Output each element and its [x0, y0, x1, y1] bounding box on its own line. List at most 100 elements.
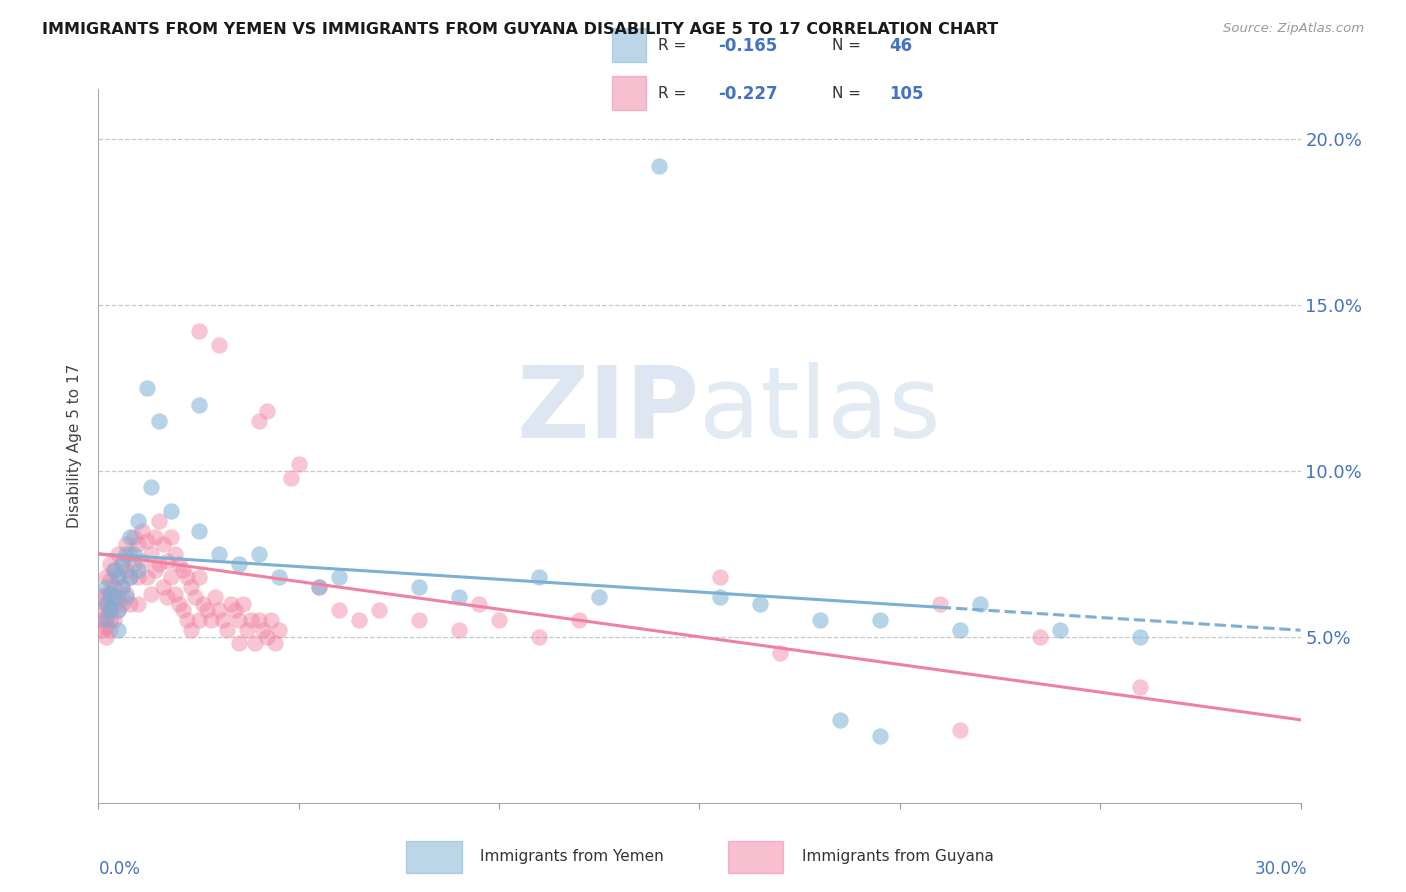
Text: 0.0%: 0.0% — [98, 860, 141, 878]
Point — [280, 470, 302, 484]
Text: Immigrants from Yemen: Immigrants from Yemen — [481, 849, 664, 863]
Point — [148, 557, 170, 571]
Point — [159, 570, 181, 584]
Point — [176, 613, 198, 627]
Point — [115, 537, 138, 551]
Point — [1029, 630, 1052, 644]
Point — [247, 613, 270, 627]
Point — [103, 580, 125, 594]
Point — [131, 553, 153, 567]
Y-axis label: Disability Age 5 to 17: Disability Age 5 to 17 — [67, 364, 83, 528]
Point — [447, 624, 470, 638]
Point — [247, 414, 270, 428]
Point — [107, 570, 129, 584]
Point — [368, 603, 391, 617]
Point — [107, 624, 129, 638]
Point — [180, 580, 202, 594]
Point — [748, 597, 770, 611]
Point — [929, 597, 952, 611]
Point — [408, 613, 430, 627]
Point — [139, 547, 162, 561]
Point — [224, 603, 246, 617]
FancyBboxPatch shape — [612, 77, 647, 110]
Point — [263, 636, 285, 650]
Point — [328, 570, 350, 584]
Point — [135, 570, 157, 584]
Text: 105: 105 — [889, 85, 924, 103]
Point — [648, 159, 671, 173]
Point — [228, 636, 250, 650]
Point — [208, 547, 231, 561]
Point — [120, 570, 142, 584]
Point — [120, 530, 142, 544]
Point — [111, 580, 134, 594]
Point — [167, 597, 190, 611]
Point — [111, 580, 134, 594]
Point — [163, 587, 186, 601]
Point — [1049, 624, 1071, 638]
Point — [96, 610, 118, 624]
Point — [195, 603, 218, 617]
Point — [96, 630, 118, 644]
Point — [115, 587, 138, 601]
Point — [267, 624, 290, 638]
Point — [235, 624, 257, 638]
Text: N =: N = — [832, 87, 866, 102]
Point — [187, 397, 209, 411]
Point — [488, 613, 510, 627]
Point — [135, 381, 157, 395]
Point — [107, 547, 129, 561]
Point — [128, 597, 150, 611]
Point — [103, 613, 125, 627]
Point — [219, 597, 242, 611]
Point — [187, 613, 209, 627]
Point — [115, 547, 138, 561]
Point — [103, 590, 125, 604]
Point — [128, 514, 150, 528]
Point — [100, 603, 122, 617]
Point — [139, 481, 162, 495]
Point — [267, 570, 290, 584]
Point — [96, 597, 118, 611]
Point — [124, 547, 146, 561]
Text: Immigrants from Guyana: Immigrants from Guyana — [801, 849, 994, 863]
Point — [91, 603, 114, 617]
Point — [239, 613, 262, 627]
Point — [588, 590, 610, 604]
Text: 46: 46 — [889, 37, 912, 54]
Text: atlas: atlas — [700, 362, 941, 458]
Point — [100, 587, 122, 601]
Point — [256, 404, 278, 418]
Point — [143, 564, 166, 578]
Point — [148, 514, 170, 528]
Point — [148, 414, 170, 428]
Point — [96, 597, 118, 611]
Point — [204, 590, 226, 604]
Point — [96, 580, 118, 594]
Text: N =: N = — [832, 38, 866, 53]
Point — [100, 624, 122, 638]
Point — [111, 557, 134, 571]
Point — [191, 597, 214, 611]
Point — [96, 620, 118, 634]
Point — [529, 630, 551, 644]
Point — [247, 547, 270, 561]
Point — [159, 530, 181, 544]
Point — [180, 624, 202, 638]
Point — [1129, 680, 1152, 694]
Point — [100, 587, 122, 601]
Point — [200, 613, 222, 627]
Point — [949, 624, 972, 638]
Point — [159, 504, 181, 518]
Point — [468, 597, 491, 611]
Point — [103, 564, 125, 578]
Point — [131, 524, 153, 538]
Point — [111, 557, 134, 571]
Point — [100, 603, 122, 617]
Point — [120, 597, 142, 611]
Point — [187, 524, 209, 538]
Point — [208, 338, 231, 352]
Text: ZIP: ZIP — [516, 362, 700, 458]
Point — [100, 574, 122, 588]
Point — [135, 533, 157, 548]
